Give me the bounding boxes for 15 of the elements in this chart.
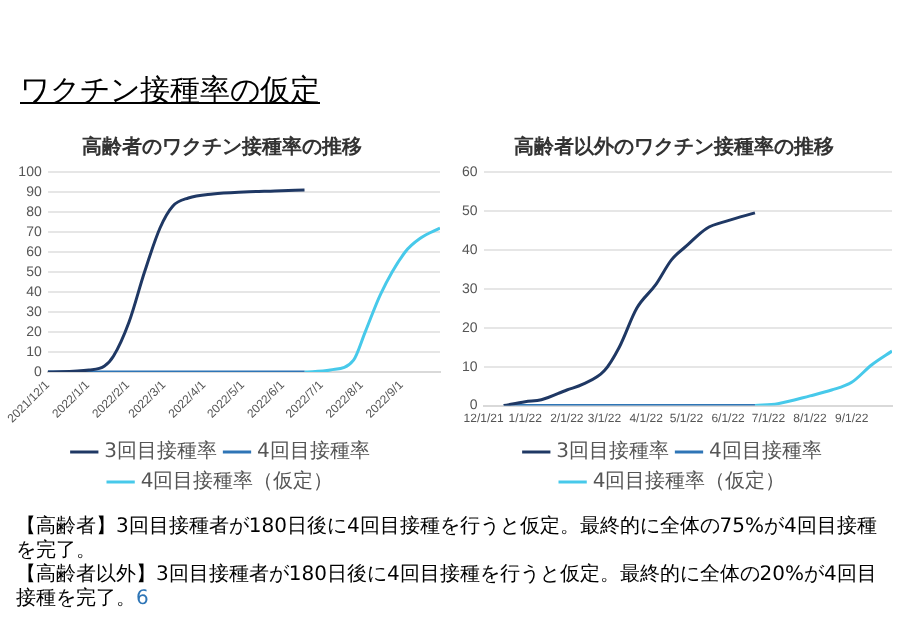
text: ワクチン接種率の仮定 <box>20 72 320 110</box>
chart-title: 高齢者以外のワクチン接種率の推移 <box>514 135 834 160</box>
legend-label: 4回目接種率（仮定） <box>592 469 786 494</box>
legend-label: 3回目接種率 <box>104 439 218 464</box>
text: 6 <box>136 588 149 610</box>
legend-label: 4回目接種率 <box>257 439 370 464</box>
line-series <box>502 211 757 406</box>
text: 【高齢者】3回目接種者が180日後に4回目接種を行うと仮定。最終的に全体の75%が4回目接種を完了。 <box>16 516 879 563</box>
line-series <box>303 226 440 373</box>
legend-label: 4回目接種率 <box>709 439 822 464</box>
line-series <box>47 188 307 373</box>
legend-label: 3回目接種率 <box>556 439 670 464</box>
line-series <box>753 349 892 406</box>
chart-title: 高齢者のワクチン接種率の推移 <box>82 135 362 160</box>
legend-label: 4回目接種率（仮定） <box>140 469 334 494</box>
